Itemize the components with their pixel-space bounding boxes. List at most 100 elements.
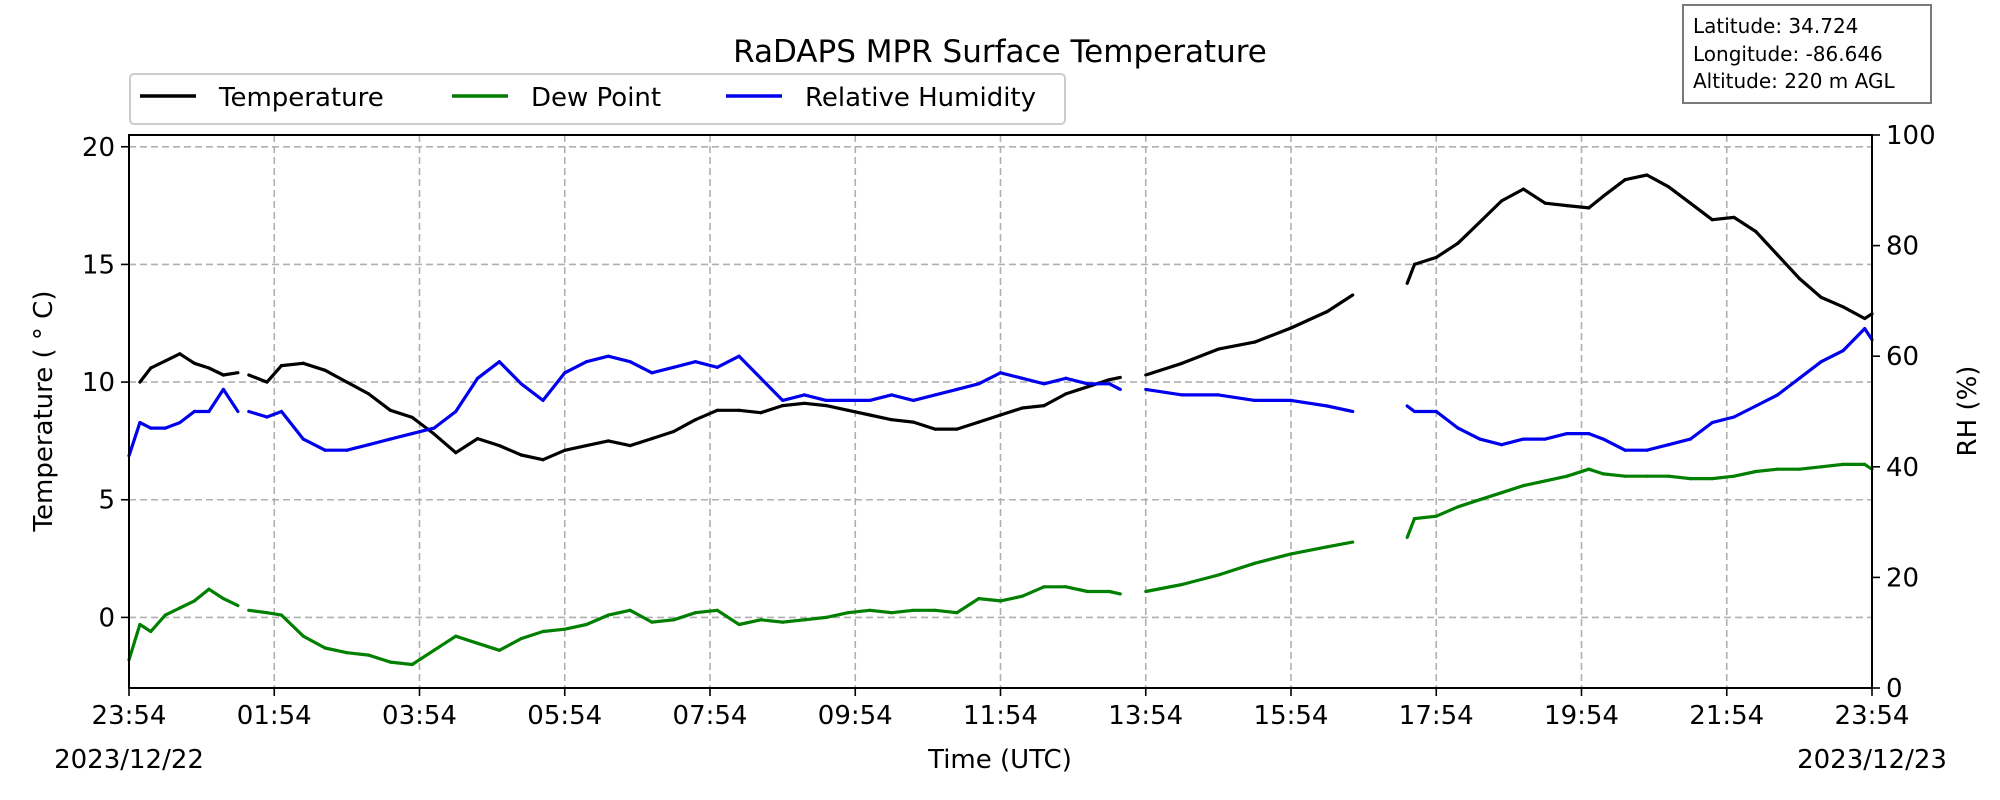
relative-humidity-segment xyxy=(1587,432,1605,441)
dew-point-segment xyxy=(388,660,414,667)
temperature-segment xyxy=(1434,241,1460,259)
temperature-segment xyxy=(1754,229,1780,257)
temperature-segment xyxy=(323,368,349,384)
relative-humidity-segment xyxy=(998,371,1024,380)
relative-humidity-segment xyxy=(911,393,937,402)
relative-humidity-segment xyxy=(584,354,610,364)
temperature-segment xyxy=(265,364,284,384)
relative-humidity-segment xyxy=(1841,327,1867,353)
x-tick-label: 21:54 xyxy=(1689,701,1764,731)
dew-point-segment xyxy=(1180,573,1221,587)
info-latitude: Latitude: 34.724 xyxy=(1693,14,1858,38)
dew-point-segment xyxy=(780,618,807,624)
relative-humidity-segment xyxy=(933,387,959,397)
relative-humidity-segment xyxy=(1107,382,1122,391)
temperature-segment xyxy=(1042,392,1068,408)
relative-humidity-segment xyxy=(454,376,480,414)
temperature-segment xyxy=(207,366,225,377)
x-tick-label: 07:54 xyxy=(673,701,748,731)
dew-point-segment xyxy=(1863,462,1874,471)
dew-point-segment xyxy=(149,613,167,634)
temperature-segment xyxy=(192,361,211,370)
temperature-segment xyxy=(388,408,414,419)
temperature-segment xyxy=(1543,201,1569,208)
dew-point-segment xyxy=(1478,491,1504,502)
dew-point-segment xyxy=(323,646,349,655)
dew-point-segment xyxy=(1412,514,1438,521)
temperature-segment xyxy=(1666,185,1693,205)
temperature-segment xyxy=(1863,312,1874,321)
legend-label-temperature: Temperature xyxy=(218,83,384,113)
dew-point-segment xyxy=(1521,479,1547,488)
dew-point-segment xyxy=(207,587,225,601)
legend-label-relative-humidity: Relative Humidity xyxy=(805,83,1036,113)
temperature-segment xyxy=(367,392,392,412)
dew-point-segment xyxy=(889,608,916,615)
temperature-segment xyxy=(476,437,501,448)
relative-humidity-segment xyxy=(1688,421,1714,441)
dew-point-segment xyxy=(178,599,196,610)
dew-point-segment xyxy=(247,608,269,615)
dew-point-segment xyxy=(163,606,182,617)
y2-tick-label: 100 xyxy=(1886,121,1936,151)
temperature-segment xyxy=(1645,173,1671,189)
relative-humidity-segment xyxy=(497,360,523,386)
dew-point-segment xyxy=(846,608,872,615)
temperature-segment xyxy=(1456,220,1482,245)
y2-tick-label: 80 xyxy=(1886,232,1919,262)
dew-point-segment xyxy=(279,613,305,638)
temperature-segment xyxy=(221,371,240,377)
y2-tick-label: 0 xyxy=(1886,674,1903,704)
temperature-segment xyxy=(1253,326,1293,344)
x-tick-label: 03:54 xyxy=(382,701,457,731)
relative-humidity-segment xyxy=(1710,415,1736,425)
dew-point-segment xyxy=(584,613,610,627)
relative-humidity-segment xyxy=(388,432,414,441)
x-tick-label: 01:54 xyxy=(237,701,312,731)
relative-humidity-segment xyxy=(1064,376,1090,386)
temperature-segment xyxy=(345,380,371,396)
dew-point-segment xyxy=(977,596,1003,603)
relative-humidity-segment xyxy=(1144,387,1184,397)
temperature-segment xyxy=(977,413,1003,424)
dew-point-segment xyxy=(1819,462,1845,469)
dew-point-segment xyxy=(1732,469,1758,478)
relative-humidity-segment xyxy=(955,382,981,391)
relative-humidity-segment xyxy=(432,409,458,430)
relative-humidity-segment xyxy=(279,409,305,441)
temperature-segment xyxy=(497,444,523,457)
relative-humidity-segment xyxy=(1499,437,1526,447)
dew-point-segment xyxy=(1456,498,1482,509)
temperature-segment xyxy=(178,352,196,365)
dew-point-segment xyxy=(1216,561,1257,577)
x-axis-label: Time (UTC) xyxy=(927,745,1072,775)
dew-point-segment xyxy=(138,622,153,634)
dew-point-segment xyxy=(1587,467,1605,476)
dew-point-segment xyxy=(606,608,632,617)
dew-point-segment xyxy=(737,618,763,627)
relative-humidity-segment xyxy=(127,421,142,458)
temperature-segment xyxy=(628,437,654,448)
chart-title: RaDAPS MPR Surface Temperature xyxy=(733,34,1267,70)
relative-humidity-segment xyxy=(1863,327,1874,342)
temperature-segment xyxy=(672,418,698,434)
relative-humidity-segment xyxy=(693,360,719,369)
dew-point-segment xyxy=(497,636,523,652)
temperature-segment xyxy=(1325,293,1355,314)
dew-point-segment xyxy=(868,608,894,615)
dew-point-segment xyxy=(1666,474,1693,481)
series-dew-point xyxy=(127,462,1874,667)
info-box-frame xyxy=(1682,4,1932,104)
temperature-segment xyxy=(279,361,305,368)
dew-point-segment xyxy=(1289,545,1329,556)
dew-point-segment xyxy=(802,615,828,622)
temperature-segment xyxy=(584,439,610,448)
relative-humidity-segment xyxy=(889,393,916,402)
dew-point-segment xyxy=(476,641,501,652)
relative-humidity-segment xyxy=(737,354,763,380)
y-tick-label: 0 xyxy=(98,603,115,633)
relative-humidity-segment xyxy=(868,393,894,402)
temperature-segment xyxy=(1180,347,1221,365)
temperature-segment xyxy=(1587,194,1605,210)
